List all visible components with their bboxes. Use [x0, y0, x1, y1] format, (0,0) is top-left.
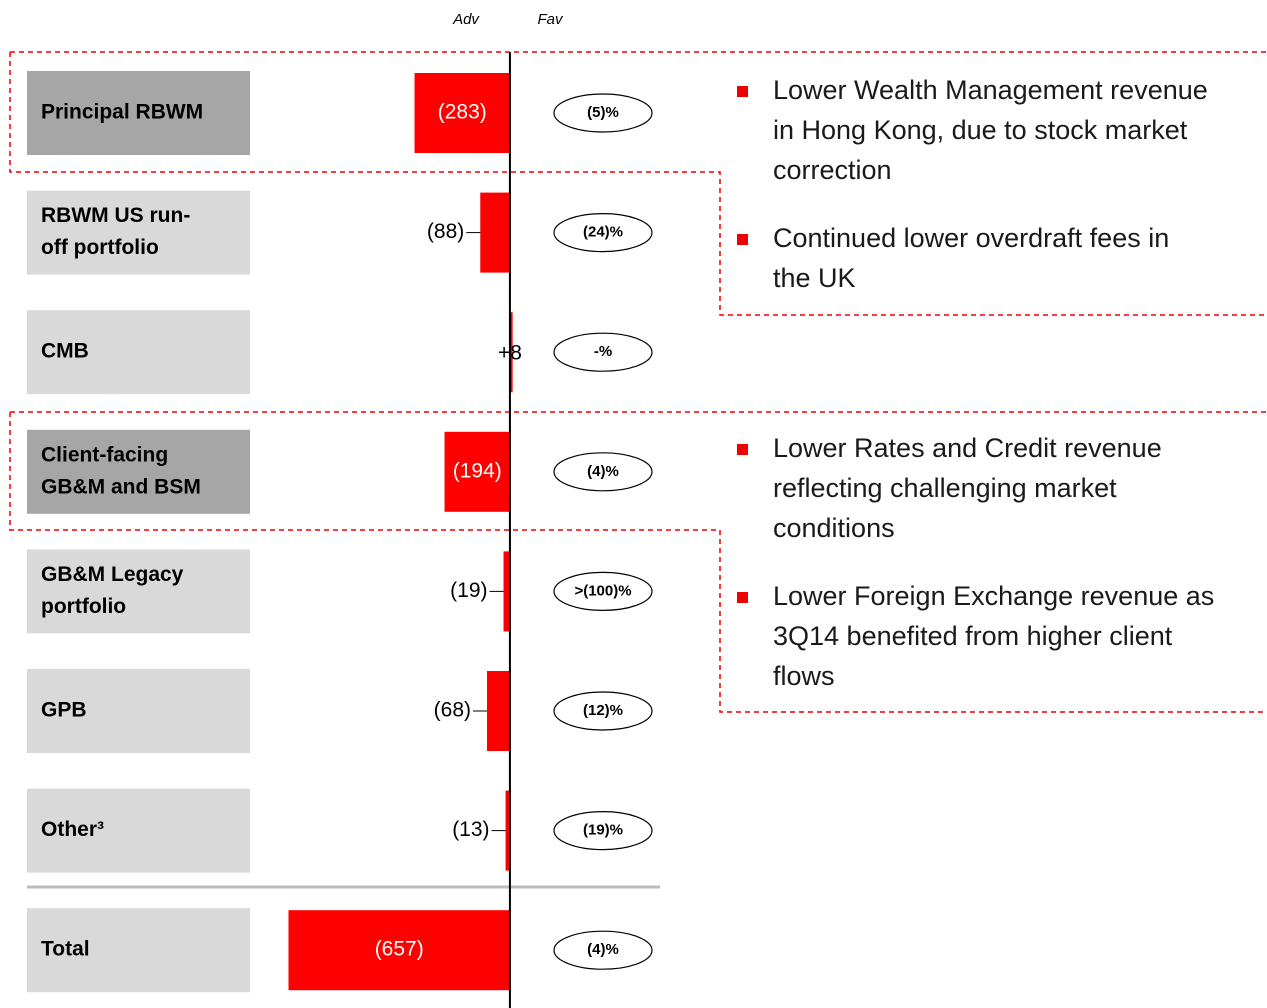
value-label: (68): [434, 699, 471, 722]
value-label: (194): [453, 459, 502, 482]
category-label: portfolio: [41, 595, 126, 618]
percent-oval: [553, 930, 653, 970]
value-label: (283): [438, 101, 487, 124]
category-label: Principal RBWM: [41, 101, 203, 124]
category-box: [27, 429, 250, 514]
annotation-text: Continued lower overdraft fees in: [773, 223, 1169, 253]
percent-label: (19)%: [583, 822, 623, 839]
category-box: [27, 669, 250, 753]
bar: [505, 790, 510, 871]
percent-oval: [553, 93, 653, 133]
annotation-text: correction: [773, 155, 892, 185]
bar: [480, 192, 510, 273]
value-label: (13): [452, 818, 489, 841]
bullet: [737, 234, 748, 245]
axis-label: Fav: [537, 11, 564, 28]
category-box: [27, 549, 250, 634]
category-box: [27, 310, 250, 395]
category-box: [27, 908, 250, 993]
category-box: [27, 788, 250, 873]
percent-oval: [553, 213, 653, 253]
bar: [444, 431, 510, 512]
annotation-text: 3Q14 benefited from higher client: [773, 621, 1173, 651]
category-label: GB&M and BSM: [41, 475, 201, 498]
category-label: Client-facing: [41, 443, 168, 466]
bar: [509, 312, 513, 393]
bar: [414, 73, 510, 153]
category-label: GPB: [41, 699, 87, 722]
percent-oval: [553, 452, 653, 492]
category-box: [27, 71, 250, 155]
bullet: [737, 592, 748, 603]
percent-oval: [553, 571, 653, 612]
annotation-text: Lower Wealth Management revenue: [773, 75, 1208, 105]
annotation-frame: [9, 51, 1267, 316]
category-label: GB&M Legacy: [41, 563, 184, 586]
percent-oval: [553, 691, 653, 731]
annotation-text: Lower Foreign Exchange revenue as: [773, 581, 1214, 611]
bullet: [737, 86, 748, 97]
percent-oval: [553, 810, 653, 851]
category-label: Total: [41, 938, 90, 961]
category-label: Other³: [41, 818, 104, 841]
axis-label: Adv: [452, 11, 480, 28]
category-label: RBWM US run-: [41, 204, 190, 227]
bullet: [737, 444, 748, 455]
annotation-text: reflecting challenging market: [773, 473, 1117, 503]
category-label: off portfolio: [41, 236, 159, 259]
category-label: CMB: [41, 340, 89, 363]
percent-label: (24)%: [583, 224, 623, 241]
value-label: (657): [375, 938, 424, 961]
value-label: (88): [427, 220, 464, 243]
annotation-frame: [9, 411, 1267, 713]
annotation-text: conditions: [773, 513, 895, 543]
percent-label: (5)%: [587, 104, 619, 121]
category-box: [27, 190, 250, 275]
percent-label: (4)%: [587, 941, 619, 958]
percent-label: (4)%: [587, 463, 619, 480]
annotation-text: flows: [773, 661, 835, 691]
annotation-text: in Hong Kong, due to stock market: [773, 115, 1188, 145]
value-label: (19): [450, 579, 487, 602]
percent-label: (12)%: [583, 702, 623, 719]
percent-oval: [553, 332, 653, 372]
annotation-text: the UK: [773, 263, 856, 293]
bar: [487, 671, 510, 751]
bar: [503, 551, 510, 632]
percent-label: >(100)%: [574, 582, 631, 599]
percent-label: -%: [594, 343, 612, 360]
bar: [288, 910, 510, 991]
annotation-text: Lower Rates and Credit revenue: [773, 433, 1162, 463]
